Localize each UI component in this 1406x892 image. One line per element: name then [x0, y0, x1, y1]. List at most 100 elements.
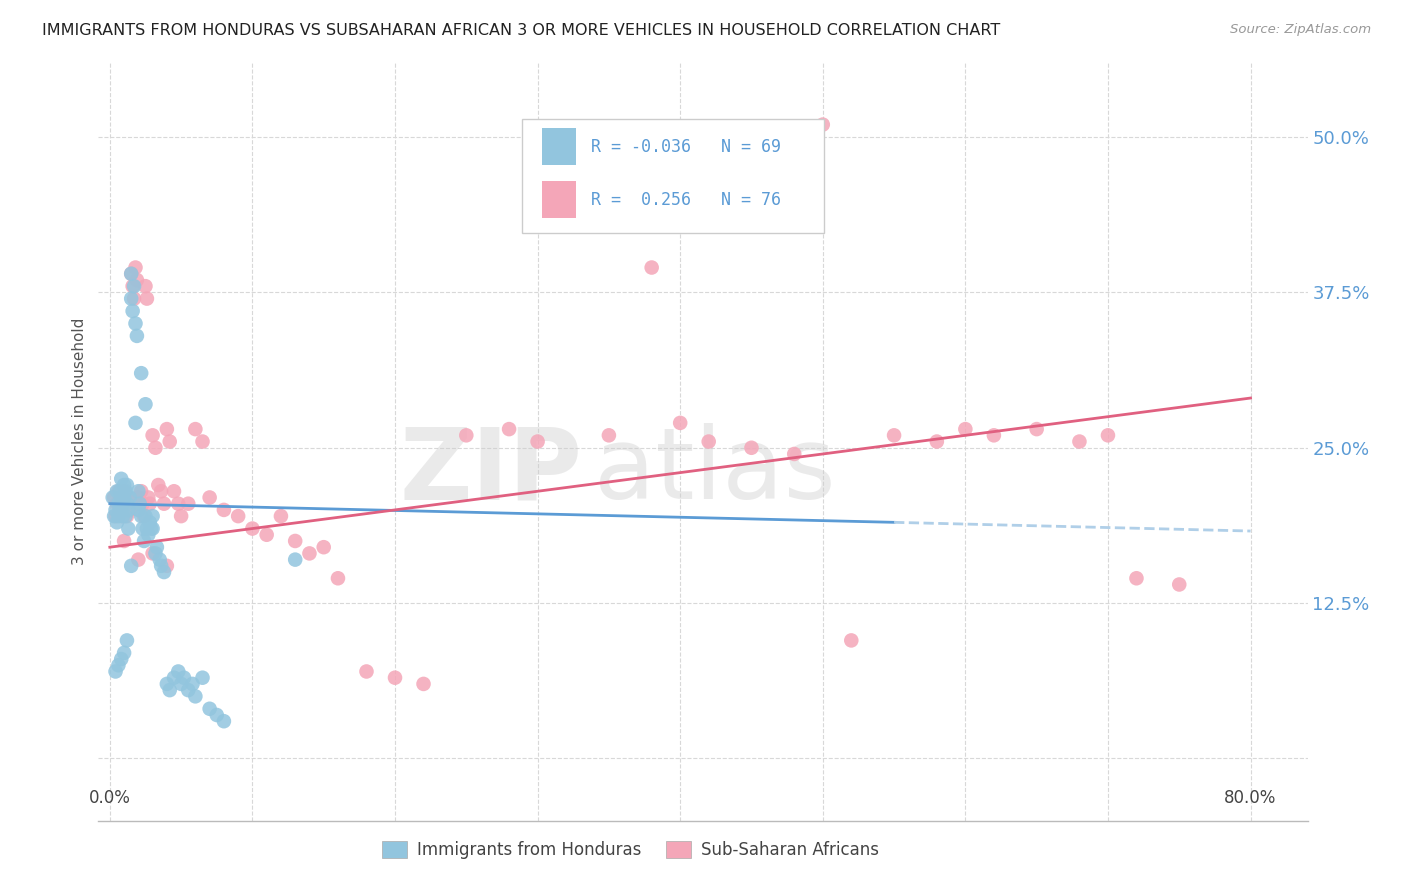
- Text: Source: ZipAtlas.com: Source: ZipAtlas.com: [1230, 23, 1371, 37]
- Point: [105, 516, 128, 530]
- Point: [117, 503, 139, 517]
- Point: [125, 273, 148, 287]
- Point: [107, 658, 129, 673]
- Point: [159, 683, 181, 698]
- Point: [118, 503, 141, 517]
- Point: [284, 533, 307, 548]
- Point: [163, 484, 186, 499]
- Point: [114, 484, 136, 499]
- Point: [312, 540, 335, 554]
- Point: [104, 509, 127, 524]
- Point: [127, 503, 149, 517]
- Point: [1025, 422, 1047, 436]
- Text: R = -0.036   N = 69: R = -0.036 N = 69: [591, 137, 780, 155]
- Point: [127, 491, 149, 505]
- Point: [925, 434, 948, 449]
- Point: [526, 434, 548, 449]
- Point: [115, 509, 138, 524]
- Point: [149, 552, 172, 566]
- Point: [134, 397, 156, 411]
- Point: [114, 497, 136, 511]
- Point: [112, 533, 135, 548]
- Point: [129, 484, 152, 499]
- Point: [129, 366, 152, 380]
- Point: [256, 528, 278, 542]
- Point: [697, 434, 720, 449]
- Point: [184, 690, 207, 704]
- Point: [1097, 428, 1119, 442]
- Point: [112, 484, 135, 499]
- Point: [108, 503, 131, 517]
- Y-axis label: 3 or more Vehicles in Household: 3 or more Vehicles in Household: [72, 318, 87, 566]
- Point: [128, 503, 150, 517]
- Point: [134, 509, 156, 524]
- Point: [107, 509, 129, 524]
- Point: [111, 509, 134, 524]
- Point: [107, 484, 129, 499]
- Point: [1125, 571, 1147, 585]
- Point: [598, 428, 620, 442]
- Point: [212, 503, 235, 517]
- Point: [384, 671, 406, 685]
- Point: [110, 652, 132, 666]
- Point: [284, 552, 307, 566]
- Point: [120, 558, 142, 573]
- Point: [118, 491, 141, 505]
- Point: [142, 546, 165, 560]
- Point: [142, 509, 165, 524]
- Point: [136, 528, 159, 542]
- Point: [640, 260, 662, 275]
- Point: [167, 665, 190, 679]
- Point: [498, 422, 520, 436]
- Point: [142, 428, 165, 442]
- Point: [198, 702, 221, 716]
- Text: 0.0%: 0.0%: [89, 789, 131, 807]
- Point: [983, 428, 1005, 442]
- Point: [112, 478, 135, 492]
- Point: [212, 714, 235, 729]
- Point: [156, 677, 179, 691]
- Point: [105, 497, 128, 511]
- Point: [226, 509, 249, 524]
- Point: [104, 503, 127, 517]
- Point: [115, 478, 138, 492]
- Point: [150, 558, 173, 573]
- Point: [121, 279, 143, 293]
- Point: [105, 484, 128, 499]
- Point: [127, 484, 149, 499]
- Point: [356, 665, 378, 679]
- Point: [159, 434, 181, 449]
- Point: [131, 497, 153, 511]
- Point: [111, 509, 134, 524]
- Point: [326, 571, 349, 585]
- Point: [115, 633, 138, 648]
- Point: [156, 422, 179, 436]
- Point: [883, 428, 905, 442]
- Point: [112, 646, 135, 660]
- Point: [839, 633, 862, 648]
- Point: [111, 497, 134, 511]
- Point: [125, 329, 148, 343]
- Text: 80.0%: 80.0%: [1225, 789, 1277, 807]
- Point: [120, 267, 142, 281]
- Point: [148, 478, 170, 492]
- Point: [1069, 434, 1091, 449]
- Point: [177, 497, 200, 511]
- Point: [139, 516, 162, 530]
- Point: [177, 683, 200, 698]
- Point: [198, 491, 221, 505]
- Point: [114, 509, 136, 524]
- Point: [132, 533, 155, 548]
- Point: [150, 484, 173, 499]
- FancyBboxPatch shape: [543, 181, 576, 218]
- Point: [173, 671, 195, 685]
- Point: [112, 491, 135, 505]
- Point: [117, 522, 139, 536]
- Point: [141, 522, 163, 536]
- Point: [191, 434, 214, 449]
- Point: [120, 267, 142, 281]
- Point: [669, 416, 692, 430]
- Point: [131, 522, 153, 536]
- Point: [110, 491, 132, 505]
- Point: [108, 503, 131, 517]
